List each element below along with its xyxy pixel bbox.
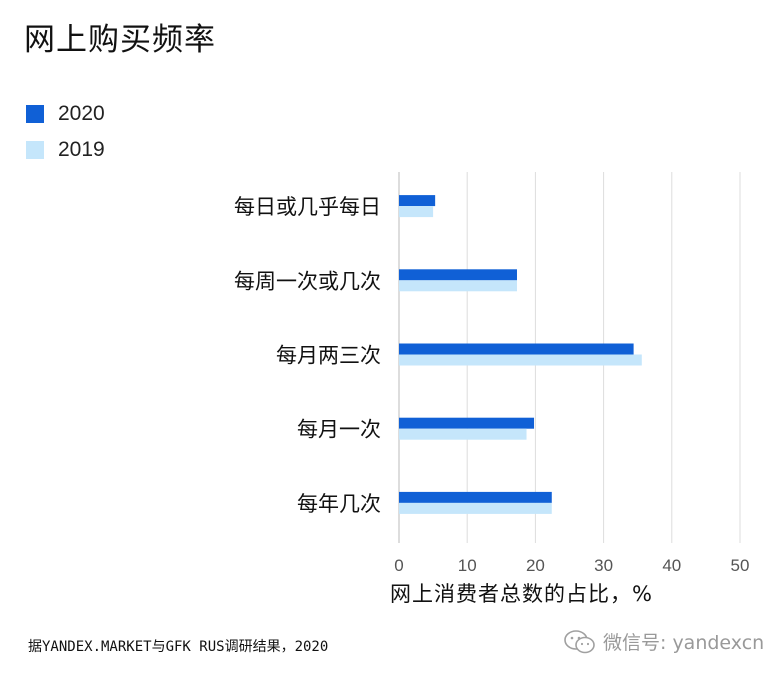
category-label: 每年几次 bbox=[297, 492, 381, 516]
x-tick-label: 0 bbox=[394, 556, 403, 575]
legend-swatch-2019 bbox=[26, 141, 44, 159]
category-label: 每月一次 bbox=[297, 418, 381, 442]
bar-2020 bbox=[399, 417, 535, 429]
bar-2020 bbox=[399, 269, 517, 281]
x-axis-label: 网上消费者总数的占比，% bbox=[390, 582, 653, 606]
bar-2020 bbox=[399, 343, 634, 355]
wechat-icon bbox=[564, 629, 595, 653]
x-tick-label: 50 bbox=[731, 556, 750, 575]
x-tick-label: 10 bbox=[458, 556, 477, 575]
legend-swatch-2020 bbox=[26, 105, 44, 123]
category-label: 每月两三次 bbox=[276, 344, 381, 368]
legend-item-2019: 2019 bbox=[26, 132, 105, 168]
category-label: 每周一次或几次 bbox=[234, 269, 381, 293]
legend-label-2019: 2019 bbox=[58, 138, 105, 161]
category-label: 每日或几乎每日 bbox=[234, 195, 381, 219]
x-tick-label: 30 bbox=[594, 556, 613, 575]
bar-2019 bbox=[399, 428, 527, 440]
chart-title: 网上购买频率 bbox=[24, 22, 216, 58]
bar-2019 bbox=[399, 354, 642, 366]
legend: 2020 2019 bbox=[26, 96, 105, 168]
x-tick-label: 40 bbox=[662, 556, 681, 575]
watermark-text: 微信号: yandexcn bbox=[603, 632, 765, 654]
legend-label-2020: 2020 bbox=[58, 102, 105, 125]
legend-item-2020: 2020 bbox=[26, 96, 105, 132]
bar-2020 bbox=[399, 491, 552, 503]
x-tick-label: 20 bbox=[526, 556, 545, 575]
bar-2019 bbox=[399, 280, 517, 292]
bar-2019 bbox=[399, 206, 434, 218]
watermark: 微信号: yandexcn bbox=[563, 628, 764, 655]
bar-2020 bbox=[399, 195, 436, 207]
bar-2019 bbox=[399, 502, 552, 514]
source-note: 据YANDEX.MARKET与GFK RUS调研结果，2020 bbox=[28, 639, 329, 655]
